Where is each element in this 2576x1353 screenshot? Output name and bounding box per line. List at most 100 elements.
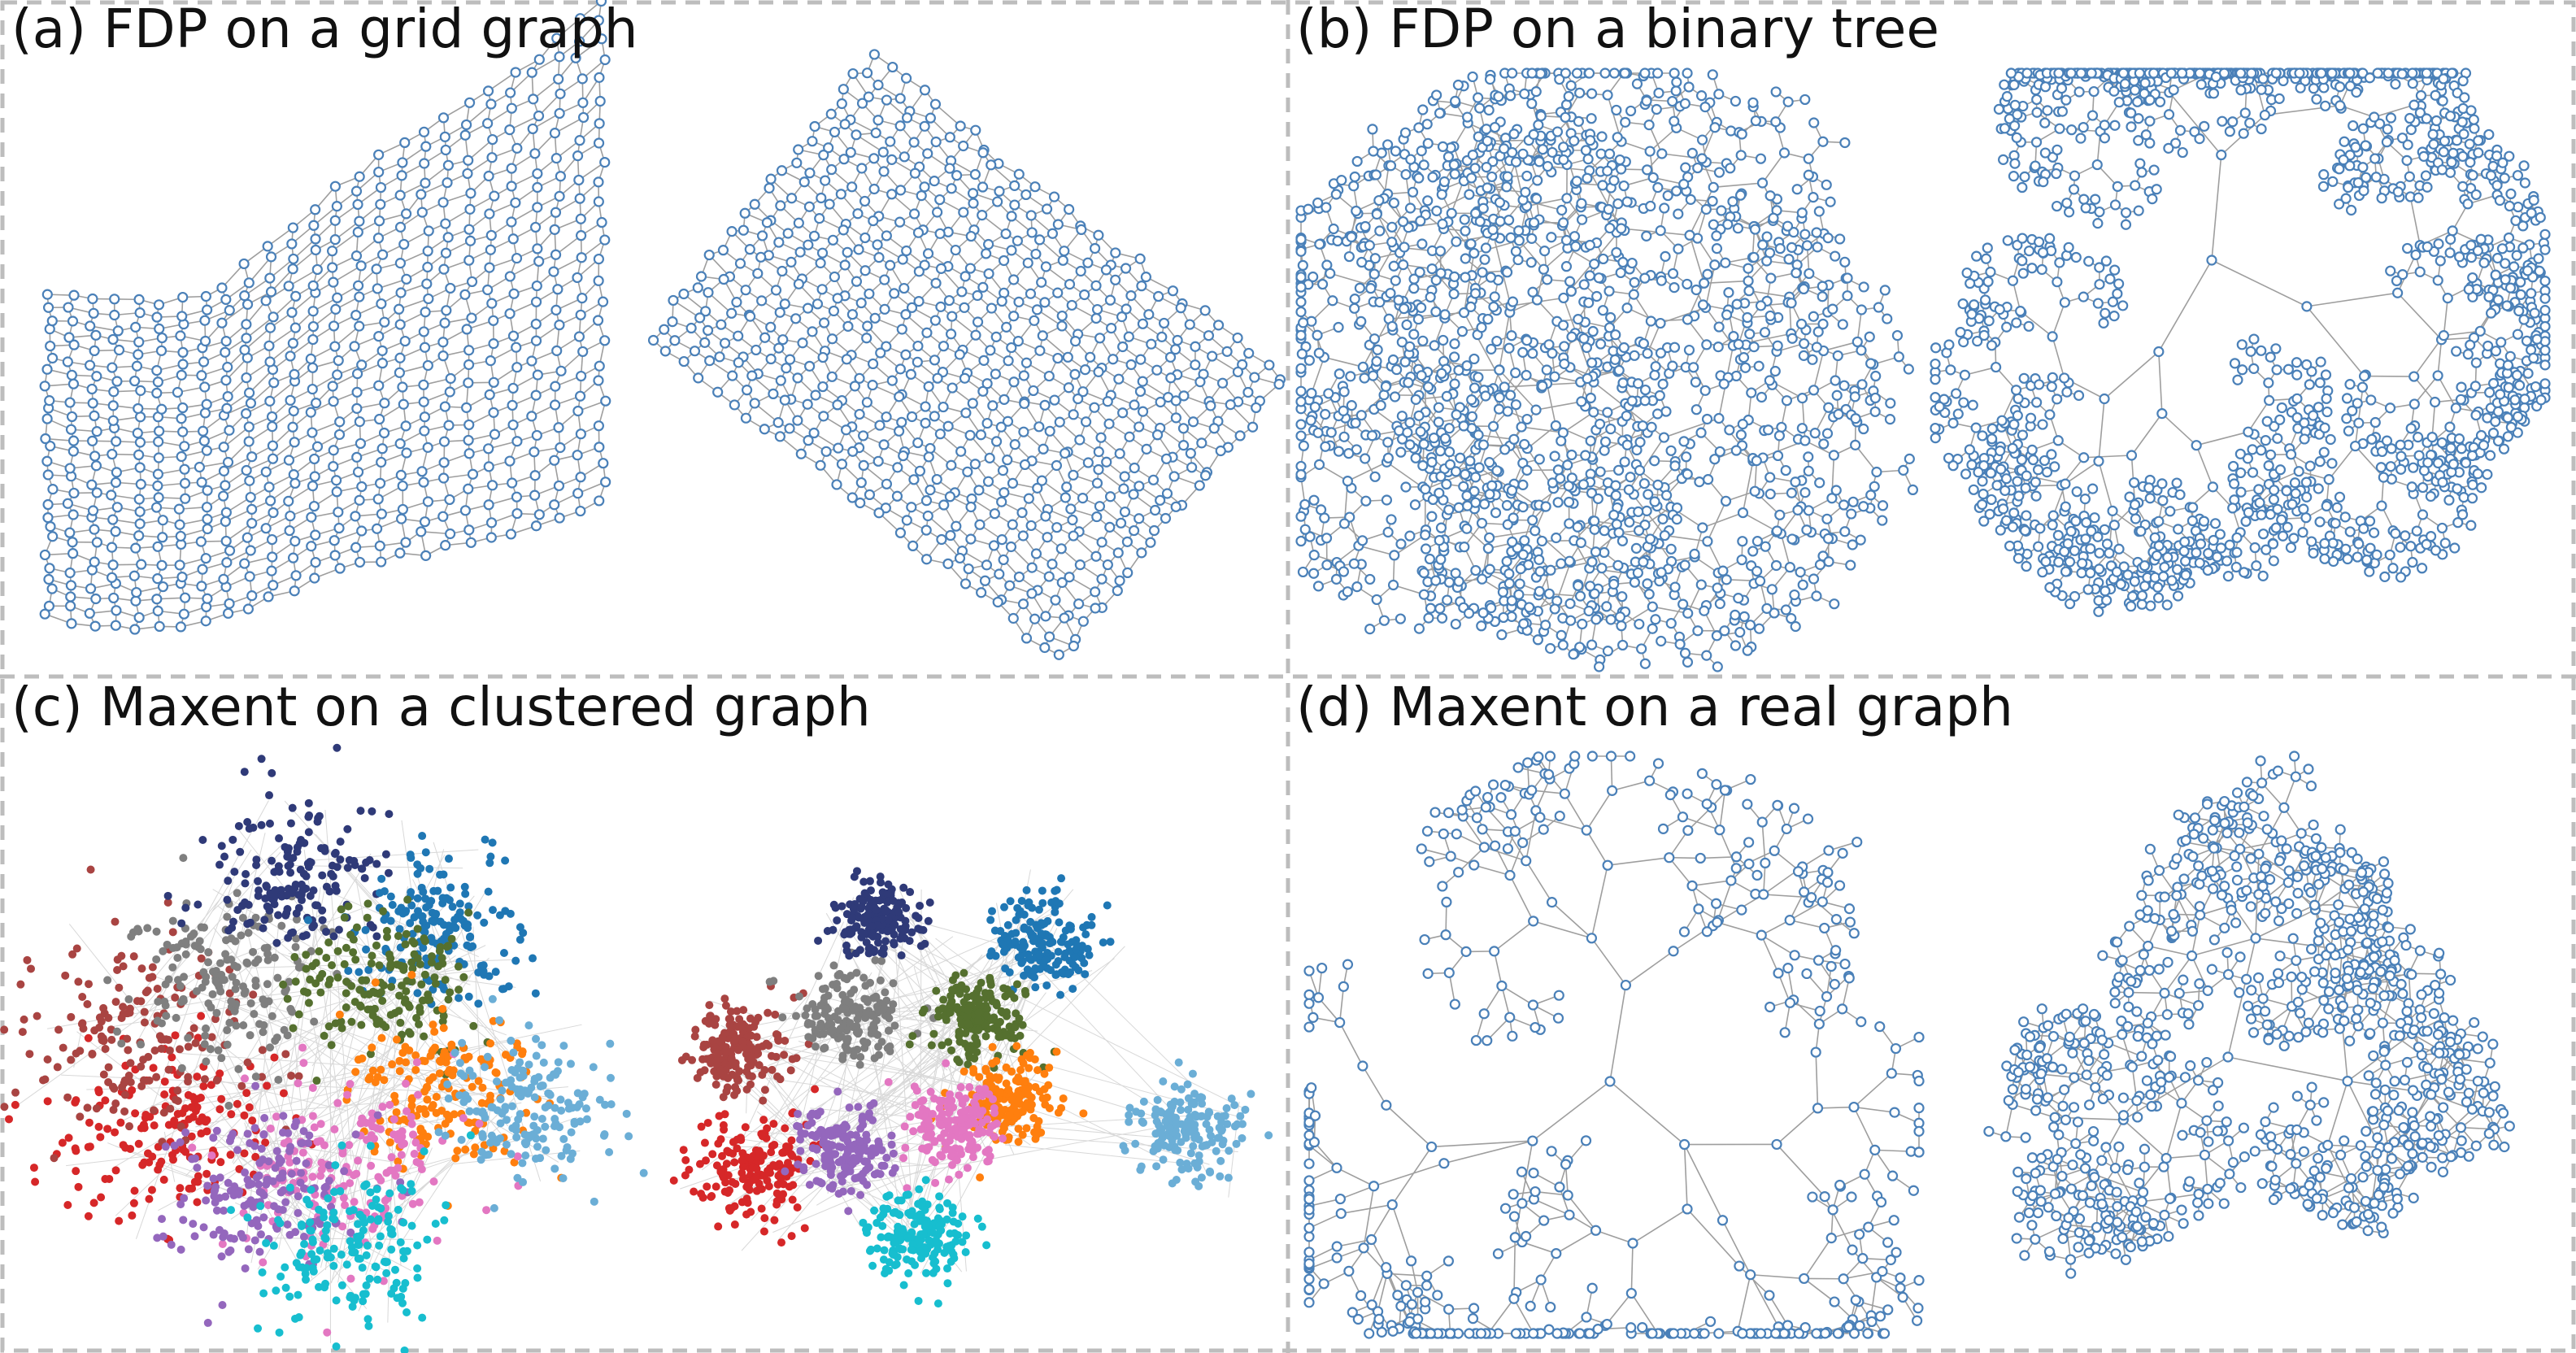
node [1137,318,1149,329]
node [530,520,542,532]
node [351,386,363,398]
node [659,346,671,357]
node [488,338,499,350]
node [197,563,208,575]
node [106,542,118,553]
node [330,303,342,315]
node [1090,550,1102,562]
node [66,618,77,629]
node [1117,407,1129,419]
node [86,435,98,446]
node [842,246,853,258]
node [238,258,250,270]
node [1048,191,1060,202]
node [977,385,989,397]
node [988,540,1000,551]
node [979,575,991,586]
node [376,456,387,468]
node [1094,501,1106,512]
node [838,224,849,236]
node [946,459,957,471]
node [107,333,119,346]
node [484,262,495,273]
node [265,251,277,263]
node [218,490,229,502]
node [194,461,206,473]
node [334,563,346,574]
node [1221,346,1233,357]
node [1008,274,1020,285]
node [311,441,324,452]
node [511,142,523,154]
node [463,255,475,266]
node [1033,421,1045,433]
node [1006,342,1017,354]
node [1151,364,1163,376]
node [356,359,368,371]
node [195,536,207,547]
node [110,476,122,488]
node [68,289,80,301]
node [861,67,873,79]
node [920,554,933,565]
node [506,216,517,228]
node [353,280,364,291]
node [151,364,163,376]
node [376,443,388,455]
node [242,603,254,615]
node [267,551,278,563]
node [526,411,537,422]
node [201,398,212,410]
node [442,177,453,189]
node [1039,642,1051,654]
node [718,273,729,285]
node [829,271,840,283]
node [826,371,838,382]
node [1091,477,1103,489]
node [1172,334,1183,346]
node [422,442,433,453]
node [1160,512,1172,524]
node [329,341,341,352]
node [1040,611,1051,622]
node [352,198,363,211]
node [929,411,940,422]
node [714,351,725,363]
node [239,558,250,569]
node [549,455,560,466]
node [373,166,385,178]
node [307,481,319,492]
node [84,607,95,619]
node [394,367,405,378]
node [996,295,1007,307]
node [65,591,76,603]
node [331,201,342,212]
node [877,146,889,158]
node [354,556,366,568]
node [943,294,955,307]
node [765,173,777,185]
binary-tree-left [1295,67,1919,672]
node [510,67,521,78]
node [529,489,541,501]
node [1062,351,1073,363]
node [1116,311,1128,323]
node [992,596,1003,608]
node [593,176,604,188]
node [285,510,296,522]
node [908,474,920,485]
node [930,277,942,289]
node [1090,586,1101,598]
node [416,466,428,477]
node [464,235,476,246]
node [1064,203,1075,215]
node [378,427,390,439]
edge [1562,411,1595,433]
node [530,318,542,330]
node [1114,575,1125,586]
node [88,307,99,319]
node [777,334,789,346]
node [881,94,893,106]
node [1149,504,1161,516]
node [950,244,961,256]
